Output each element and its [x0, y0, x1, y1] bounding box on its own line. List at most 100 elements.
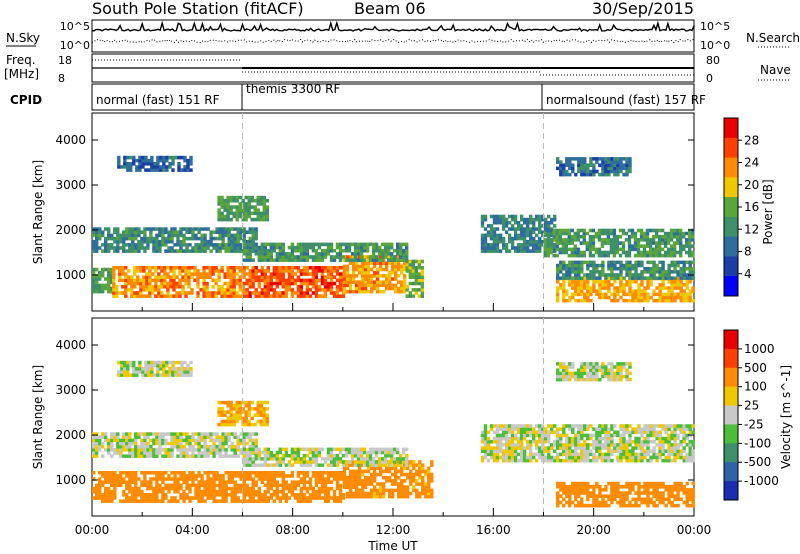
data-cell — [579, 228, 583, 233]
data-cell — [613, 286, 617, 290]
data-cell — [390, 460, 394, 464]
data-cell — [296, 453, 301, 458]
data-cell — [586, 276, 590, 280]
data-cell — [176, 448, 180, 452]
data-cell — [667, 273, 671, 277]
data-cell — [130, 288, 134, 292]
data-cell — [149, 483, 153, 488]
data-cell — [112, 266, 116, 270]
data-cell — [628, 169, 632, 174]
data-cell — [365, 457, 370, 461]
data-cell — [110, 274, 114, 278]
data-cell — [278, 255, 282, 259]
data-cell — [510, 424, 515, 428]
data-cell — [504, 427, 509, 431]
data-cell — [574, 289, 578, 293]
data-cell — [167, 486, 171, 491]
data-cell — [263, 258, 267, 262]
data-cell — [516, 436, 521, 441]
data-cell — [308, 457, 313, 461]
data-cell — [137, 451, 141, 455]
data-cell — [597, 250, 602, 255]
data-cell — [663, 250, 668, 255]
data-cell — [371, 248, 376, 253]
data-cell — [679, 298, 683, 303]
data-cell — [305, 281, 310, 286]
data-cell — [688, 263, 692, 268]
data-cell — [158, 246, 162, 250]
data-cell — [170, 438, 174, 443]
data-cell — [317, 447, 322, 452]
data-cell — [224, 438, 228, 443]
data-cell — [212, 451, 216, 455]
data-cell — [507, 233, 512, 238]
data-cell — [140, 246, 144, 250]
data-cell — [385, 274, 389, 278]
data-cell — [110, 454, 114, 458]
data-cell — [348, 463, 353, 467]
data-cell — [409, 460, 413, 464]
data-cell — [190, 266, 194, 270]
data-cell — [637, 276, 641, 280]
data-cell — [546, 247, 550, 252]
data-cell — [269, 278, 273, 283]
data-cell — [245, 457, 249, 461]
data-cell — [646, 295, 650, 300]
data-cell — [498, 433, 503, 438]
data-cell — [134, 474, 138, 478]
data-cell — [565, 172, 569, 177]
data-cell — [212, 480, 216, 484]
data-cell — [233, 233, 237, 238]
data-cell — [293, 457, 298, 461]
data-cell — [253, 217, 257, 222]
data-cell — [332, 471, 337, 475]
data-cell — [311, 284, 316, 289]
data-cell — [562, 283, 566, 287]
data-cell — [206, 489, 210, 494]
data-cell — [430, 479, 434, 483]
data-cell — [586, 273, 590, 277]
data-cell — [565, 266, 569, 271]
data-cell — [238, 266, 242, 270]
data-cell — [130, 275, 134, 279]
data-cell — [498, 446, 503, 450]
data-cell — [685, 231, 689, 236]
data-cell — [311, 447, 316, 452]
data-cell — [317, 288, 322, 292]
data-cell — [180, 370, 184, 374]
data-cell — [233, 246, 237, 250]
data-cell — [420, 294, 424, 298]
data-cell — [217, 272, 221, 276]
data-cell — [688, 266, 692, 271]
data-cell — [254, 252, 258, 256]
data-cell — [269, 281, 273, 286]
data-cell — [598, 273, 602, 277]
data-cell — [299, 291, 304, 295]
data-cell — [366, 267, 371, 272]
data-cell — [299, 278, 304, 283]
colorbar-segment — [724, 276, 738, 297]
data-cell — [356, 248, 361, 253]
data-cell — [266, 480, 270, 484]
data-cell — [559, 260, 563, 265]
data-cell — [98, 274, 102, 278]
data-cell — [137, 249, 141, 253]
data-cell — [356, 463, 361, 467]
data-cell — [110, 277, 114, 281]
data-cell — [538, 433, 542, 438]
data-cell — [415, 479, 419, 483]
data-cell — [200, 435, 204, 439]
data-cell — [612, 231, 617, 236]
data-cell — [110, 489, 114, 494]
data-cell — [160, 278, 164, 283]
data-cell — [329, 460, 334, 464]
data-cell — [112, 284, 116, 289]
data-cell — [167, 474, 171, 478]
data-cell — [299, 252, 304, 256]
data-cell — [158, 230, 162, 234]
data-cell — [338, 486, 343, 491]
data-cell — [161, 454, 165, 458]
data-cell — [357, 491, 362, 496]
data-cell — [332, 255, 337, 259]
data-cell — [179, 477, 183, 481]
